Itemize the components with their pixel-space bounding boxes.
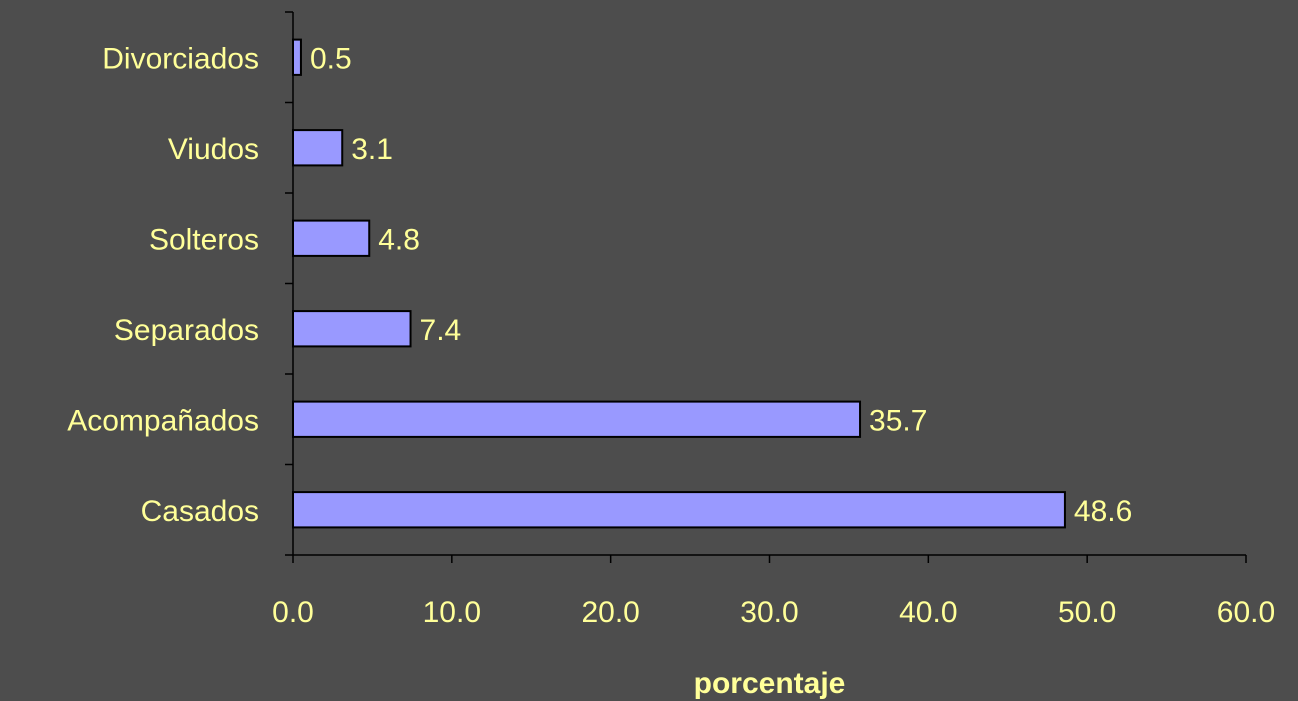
x-tick-label: 20.0 xyxy=(581,596,639,629)
bars-group xyxy=(292,38,1066,529)
value-label: 48.6 xyxy=(1074,495,1132,528)
axes-group xyxy=(285,11,1247,563)
x-tick-label: 30.0 xyxy=(740,596,798,629)
x-tick-label: 0.0 xyxy=(272,596,314,629)
x-tick-label: 40.0 xyxy=(899,596,957,629)
x-tick-label: 60.0 xyxy=(1217,596,1275,629)
x-tick-label: 10.0 xyxy=(423,596,481,629)
value-label: 7.4 xyxy=(420,314,462,347)
category-label: Acompañados xyxy=(67,404,259,437)
value-label: 35.7 xyxy=(869,404,927,437)
bar-2 xyxy=(292,129,344,167)
bar-5 xyxy=(292,400,862,438)
category-label: Separados xyxy=(114,314,259,347)
category-label: Solteros xyxy=(149,223,259,256)
bar-6 xyxy=(292,491,1066,529)
value-label: 0.5 xyxy=(310,42,352,75)
bar-1 xyxy=(292,38,302,76)
x-tick-label: 50.0 xyxy=(1058,596,1116,629)
value-label: 4.8 xyxy=(378,223,420,256)
category-label: Divorciados xyxy=(102,42,259,75)
category-label: Viudos xyxy=(168,133,259,166)
x-axis-title: porcentaje xyxy=(694,667,846,700)
category-label: Casados xyxy=(141,495,259,528)
value-label: 3.1 xyxy=(351,133,393,166)
bar-4 xyxy=(292,310,412,348)
labels-group: 0.0 10.0 20.0 30.0 40.0 50.0 60.0 Divorciados 0.… xyxy=(67,42,1275,629)
bar-3 xyxy=(292,219,371,257)
